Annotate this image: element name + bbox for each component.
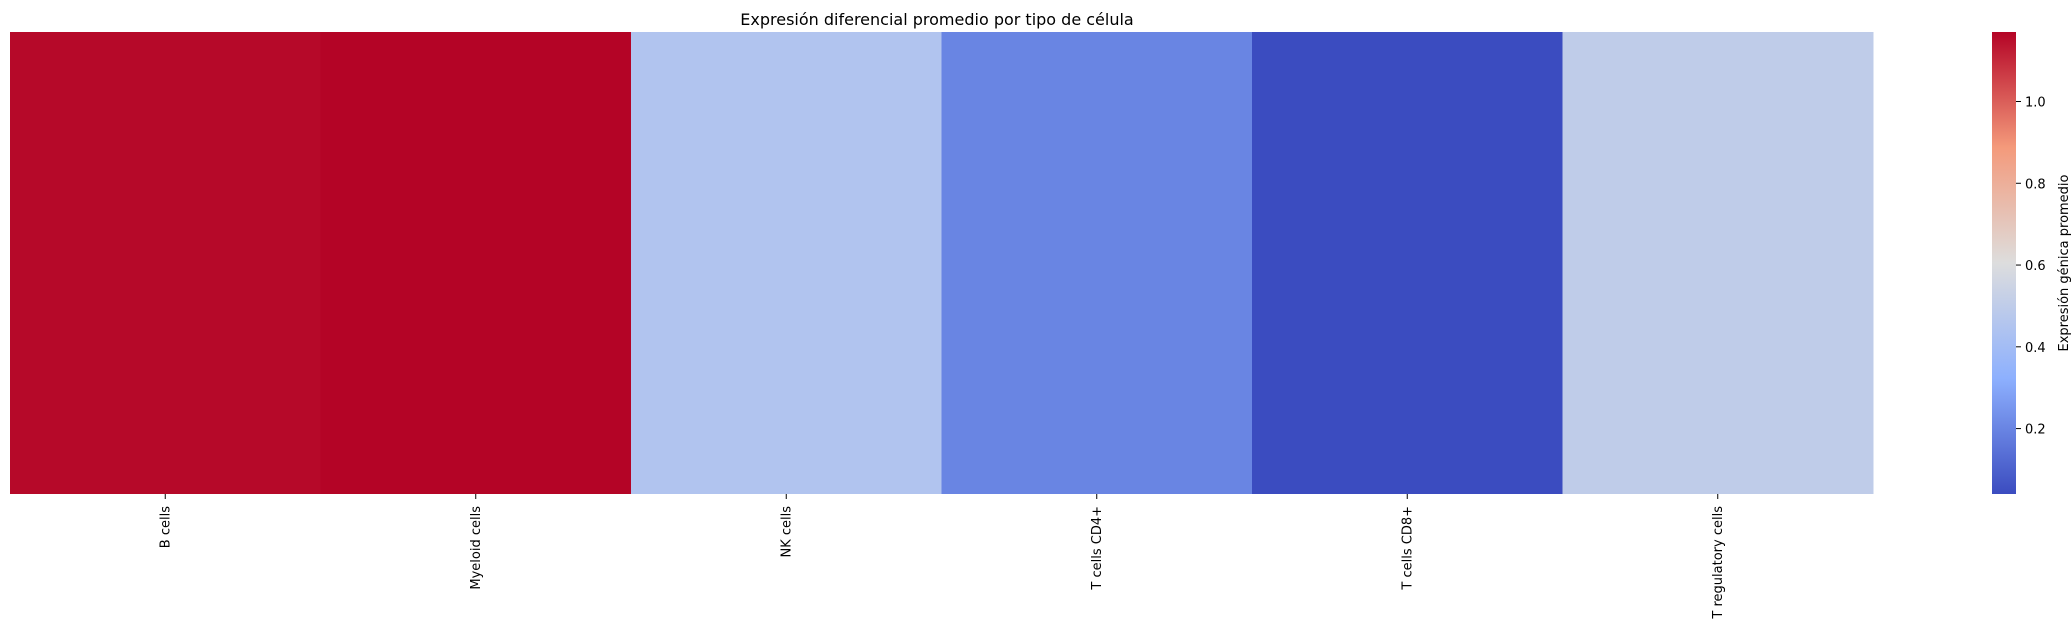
heatmap-cell bbox=[941, 32, 1253, 494]
colorbar-tick-label: 0.2 bbox=[2025, 423, 2046, 438]
colorbar-tick-label: 0.6 bbox=[2025, 259, 2046, 274]
colorbar-tick-label: 1.0 bbox=[2025, 96, 2046, 111]
colorbar-tick-label: 0.4 bbox=[2025, 341, 2046, 356]
x-tick-label: B cells bbox=[158, 506, 173, 548]
heatmap-cell bbox=[320, 32, 632, 494]
heatmap-cell bbox=[10, 32, 321, 494]
colorbar-ticks: 0.2 0.4 0.6 0.8 1.0 bbox=[2016, 96, 2046, 438]
x-axis-ticks: B cells Myeloid cells NK cells T cells CD4+… bbox=[158, 494, 1726, 620]
heatmap-cell bbox=[1562, 32, 1874, 494]
heatmap-cell bbox=[631, 32, 942, 494]
x-tick-label: T cells CD8+ bbox=[1400, 506, 1415, 591]
colorbar: 0.2 0.4 0.6 0.8 1.0 Expresión génica promedi… bbox=[1992, 32, 2071, 494]
chart-title: Expresión diferencial promedio por tipo … bbox=[740, 10, 1133, 29]
x-tick-label: T regulatory cells bbox=[1711, 506, 1726, 620]
heatmap-cells bbox=[10, 32, 1874, 494]
heatmap-cell bbox=[1252, 32, 1563, 494]
colorbar-gradient bbox=[1992, 32, 2016, 494]
x-tick-label: T cells CD4+ bbox=[1090, 506, 1105, 591]
colorbar-tick-label: 0.8 bbox=[2025, 177, 2046, 192]
colorbar-label: Expresión génica promedio bbox=[2057, 174, 2071, 351]
x-tick-label: NK cells bbox=[779, 506, 794, 558]
x-tick-label: Myeloid cells bbox=[469, 506, 484, 590]
